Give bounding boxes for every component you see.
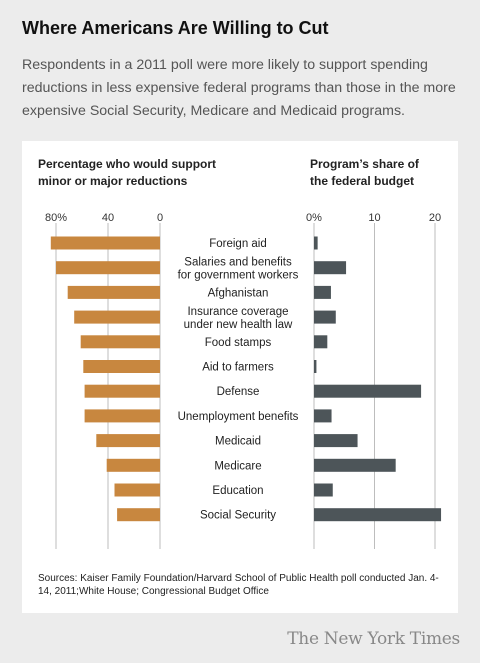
support-bar-food-stamps <box>80 335 160 349</box>
support-bar-aid-to-farmers <box>83 360 160 373</box>
support-bar-insurance-coverage-under-new-health-law <box>74 310 160 324</box>
category-label-medicare: Medicare <box>214 460 261 472</box>
left-tick-label: 0 <box>157 212 163 224</box>
budget-bar-aid-to-farmers <box>314 360 317 373</box>
budget-bar-defense <box>314 384 422 398</box>
source-note: Sources: Kaiser Family Foundation/Harvar… <box>38 573 439 597</box>
category-label-education: Education <box>212 485 263 497</box>
support-bar-medicaid <box>96 434 160 448</box>
category-label-medicaid: Medicaid <box>215 436 261 448</box>
chart-title: Where Americans Are Willing to Cut <box>22 18 329 38</box>
budget-bar-social-security <box>314 508 442 522</box>
category-label-line: under new health law <box>184 319 293 331</box>
support-bar-foreign-aid <box>50 236 160 250</box>
left-tick-label: 80% <box>45 212 67 224</box>
support-bar-defense <box>84 384 160 398</box>
support-bar-unemployment-benefits <box>84 409 160 423</box>
category-labels: Foreign aid Salaries and benefits for gove… <box>178 238 299 522</box>
category-label-salaries-and-benefits-for-government-workers: Salaries and benefits for government work… <box>178 257 299 282</box>
right-panel-title-line-2: the federal budget <box>310 174 414 188</box>
left-tick-labels: 80% 40 0 <box>45 212 163 224</box>
right-tick-label: 0% <box>306 212 322 224</box>
category-label-line: Insurance coverage <box>187 306 288 318</box>
right-panel-title-line-1: Program’s share of <box>310 157 420 171</box>
budget-bar-education <box>314 483 333 497</box>
support-bar-medicare <box>106 458 160 472</box>
budget-bar-insurance-coverage-under-new-health-law <box>314 310 336 324</box>
budget-bar-foreign-aid <box>314 236 318 250</box>
support-bar-salaries-and-benefits-for-government-workers <box>56 261 160 275</box>
nyt-logo: The New York Times <box>287 629 460 649</box>
support-bar-education <box>114 483 160 497</box>
budget-bar-medicaid <box>314 434 358 448</box>
budget-bar-medicare <box>314 458 396 472</box>
right-tick-labels: 0% 10 20 <box>306 212 441 224</box>
category-label-foreign-aid: Foreign aid <box>209 238 267 250</box>
category-label-defense: Defense <box>217 386 260 398</box>
category-label-line: Salaries and benefits <box>184 257 292 269</box>
chart-svg: Percentage who would support minor or ma… <box>38 157 442 549</box>
budget-bar-unemployment-benefits <box>314 409 332 423</box>
category-label-social-security: Social Security <box>200 510 276 522</box>
support-bars <box>50 236 160 522</box>
left-tick-label: 40 <box>102 212 114 224</box>
right-tick-label: 10 <box>368 212 380 224</box>
budget-bar-food-stamps <box>314 335 328 349</box>
category-label-aid-to-farmers: Aid to farmers <box>202 362 274 374</box>
support-bar-afghanistan <box>67 285 160 299</box>
category-label-line: for government workers <box>178 270 299 282</box>
support-bar-social-security <box>117 508 160 522</box>
category-label-insurance-coverage-under-new-health-law: Insurance coverage under new health law <box>184 306 293 331</box>
budget-bar-afghanistan <box>314 285 331 299</box>
left-panel-title-line-1: Percentage who would support <box>38 157 216 171</box>
budget-bar-salaries-and-benefits-for-government-workers <box>314 261 347 275</box>
chart-panel: Percentage who would support minor or ma… <box>22 141 458 613</box>
budget-bars <box>314 236 442 522</box>
category-label-afghanistan: Afghanistan <box>208 287 269 299</box>
category-label-unemployment-benefits: Unemployment benefits <box>178 411 299 423</box>
category-label-food-stamps: Food stamps <box>205 337 272 349</box>
right-tick-label: 20 <box>429 212 441 224</box>
left-panel-title-line-2: minor or major reductions <box>38 174 188 188</box>
chart-subtitle: Respondents in a 2011 poll were more lik… <box>22 57 456 119</box>
